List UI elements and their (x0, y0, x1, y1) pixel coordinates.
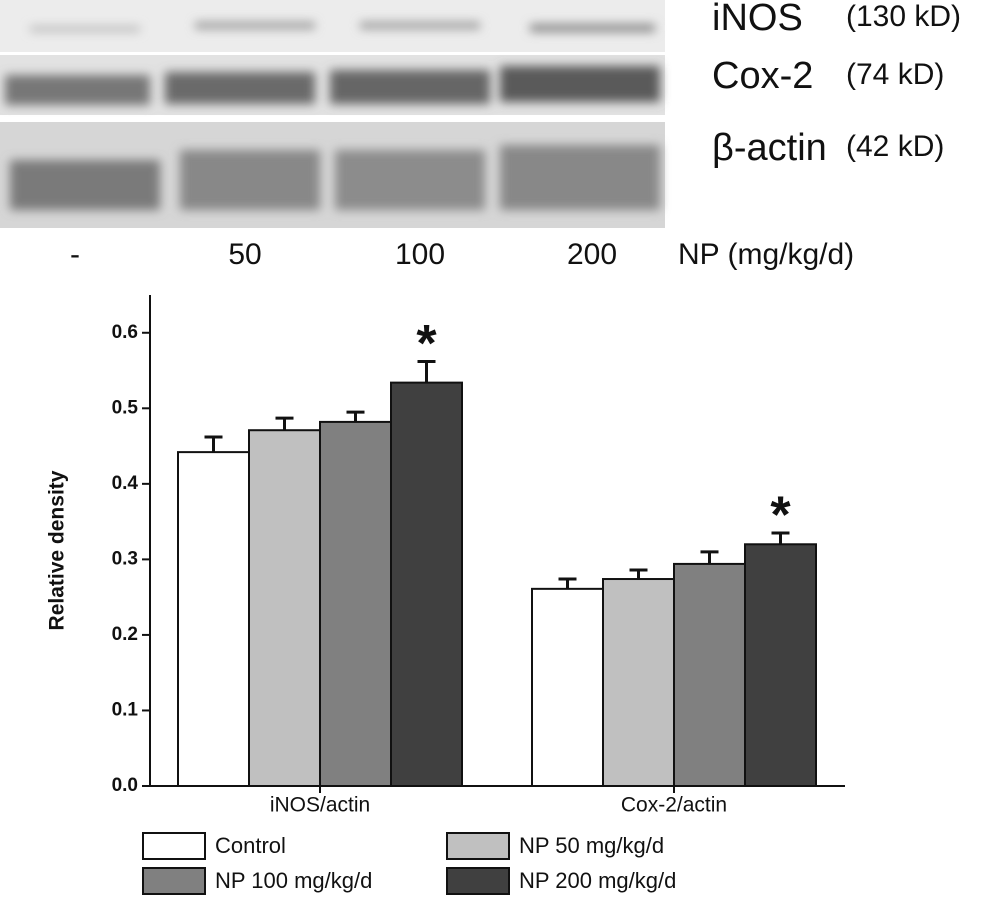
legend-label: NP 200 mg/kg/d (519, 868, 676, 893)
band-name: β-actin (712, 127, 827, 169)
error-bar (629, 568, 648, 580)
y-tick-label: 0.2 (112, 624, 138, 645)
error-bar (558, 577, 577, 589)
error-bar (204, 435, 223, 453)
y-axis-label: Relative density (46, 470, 69, 630)
lane-label: 200 (567, 238, 617, 271)
error-bar (771, 531, 790, 545)
bands (5, 22, 660, 210)
band (180, 150, 320, 210)
error-bar (275, 416, 294, 431)
x-tick-label: Cox-2/actin (621, 794, 727, 817)
legend-swatch (446, 867, 510, 895)
legend-label: NP 50 mg/kg/d (519, 833, 664, 858)
y-tick-label: 0.1 (112, 699, 139, 720)
band (10, 160, 160, 210)
x-tick-label: iNOS/actin (270, 794, 370, 817)
bar (744, 543, 817, 787)
western-blot (0, 0, 665, 228)
band (500, 145, 660, 210)
band-size: (130 kD) (846, 0, 961, 33)
y-tick-label: 0.0 (112, 775, 138, 796)
y-tick-label: 0.5 (112, 397, 139, 418)
legend-swatch (446, 832, 510, 860)
band (5, 75, 150, 105)
significance-mark: * (416, 315, 437, 373)
bar (673, 562, 746, 788)
bar (177, 451, 250, 787)
band (165, 72, 315, 104)
legend-swatch (142, 867, 206, 895)
bar (319, 420, 392, 787)
bar (248, 429, 321, 787)
band-name: iNOS (712, 0, 803, 39)
lane-label: 50 (228, 238, 261, 271)
error-bar (700, 550, 719, 564)
legend-swatch (142, 832, 206, 860)
y-tick-label: 0.6 (112, 322, 138, 343)
legend-label: Control (215, 833, 286, 858)
band (30, 26, 140, 32)
significance-mark: * (770, 487, 791, 545)
error-bar (346, 410, 365, 422)
band (330, 70, 490, 104)
band (500, 66, 660, 102)
legend-label: NP 100 mg/kg/d (215, 868, 372, 893)
lane-label: - (70, 238, 80, 271)
band (195, 22, 315, 29)
band (360, 22, 480, 29)
band-name: Cox-2 (712, 55, 813, 97)
bar (390, 381, 463, 787)
y-tick-label: 0.4 (112, 473, 139, 494)
band-size: (42 kD) (846, 130, 944, 163)
band (335, 150, 485, 210)
y-tick-label: 0.3 (112, 548, 138, 569)
band (530, 24, 655, 32)
bar (602, 578, 675, 787)
band-size: (74 kD) (846, 58, 944, 91)
bar (531, 587, 604, 787)
error-bar (417, 359, 436, 383)
lane-label: 100 (395, 238, 445, 271)
lane-title: NP (mg/kg/d) (678, 238, 854, 271)
